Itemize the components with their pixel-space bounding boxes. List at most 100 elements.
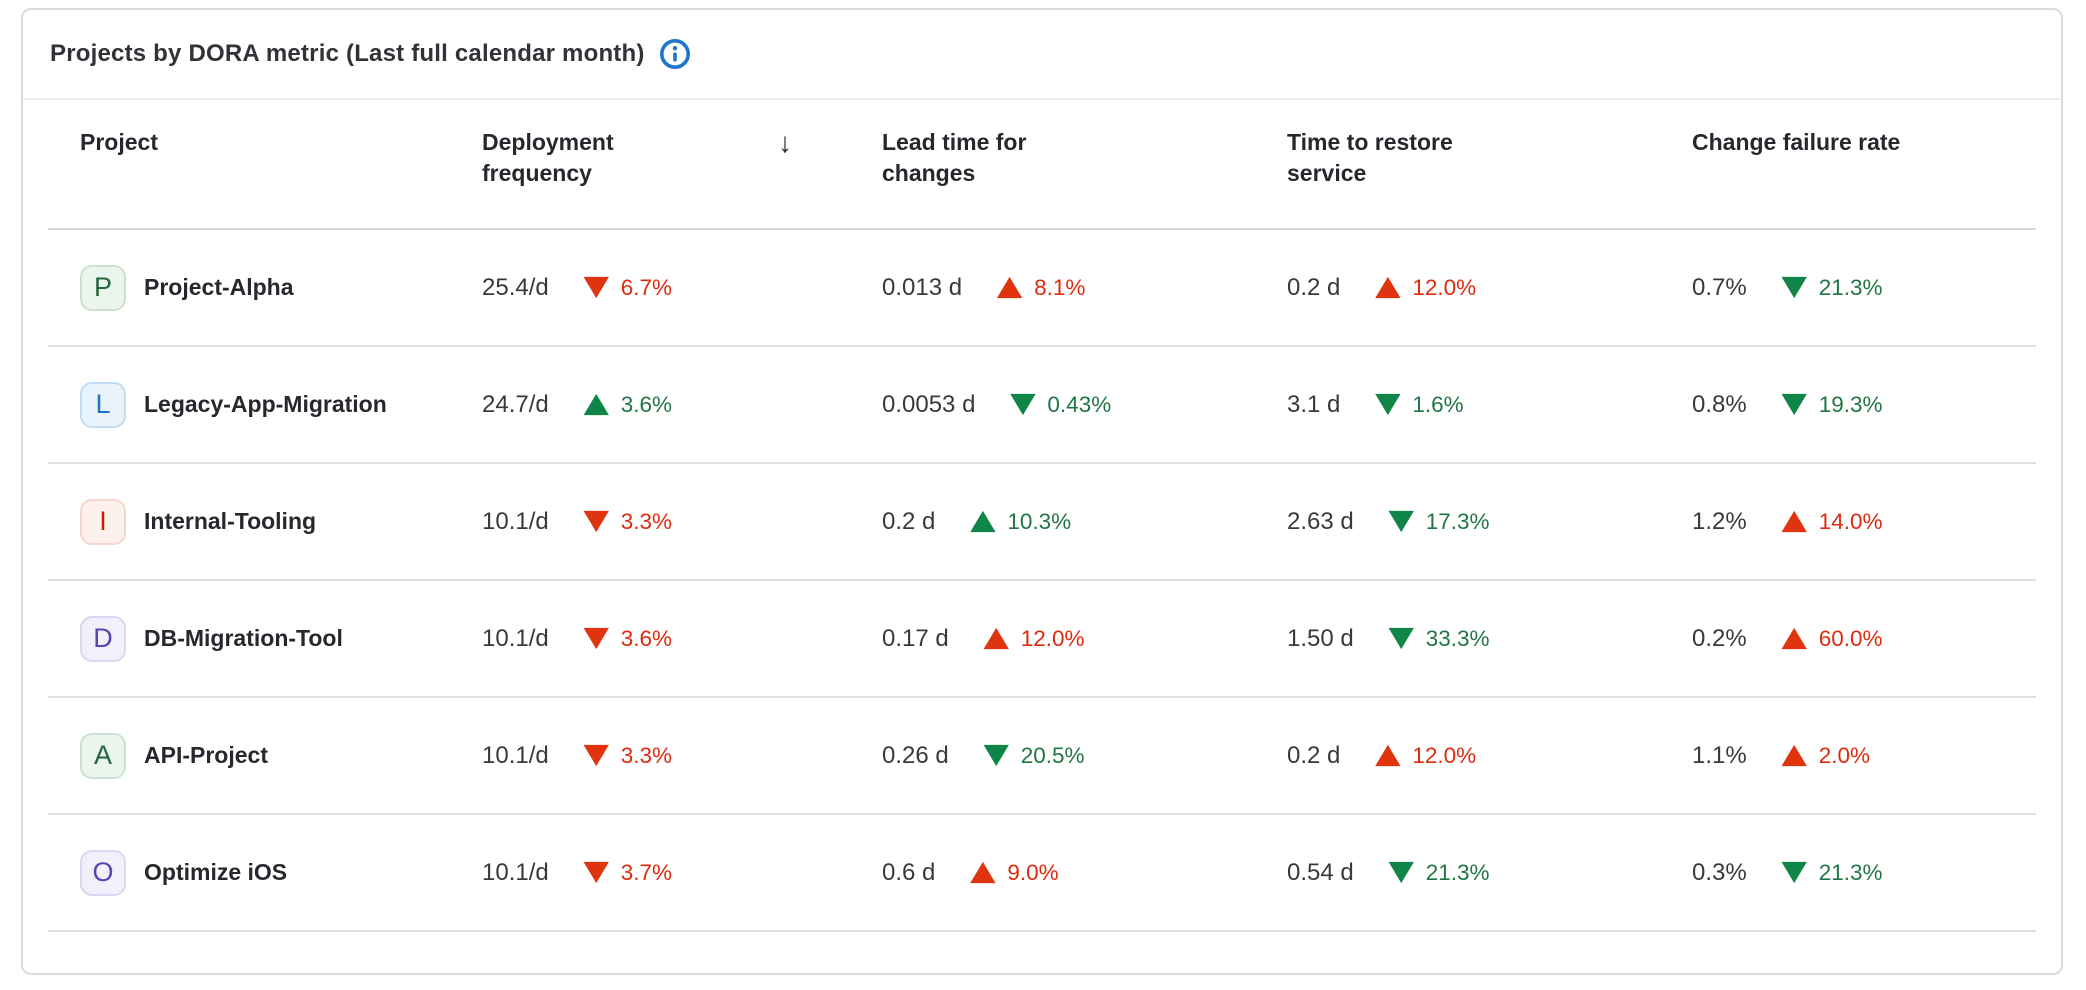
time-to-restore-cell: 2.63 d 17.3% xyxy=(1255,508,1660,536)
project-avatar[interactable]: L xyxy=(80,381,126,428)
trend-percent: 8.1% xyxy=(1034,274,1086,300)
column-header-label: Project xyxy=(80,129,158,155)
trend-down-icon xyxy=(583,276,609,299)
trend-indicator: 33.3% xyxy=(1388,626,1490,652)
lead-time-cell: 0.26 d 20.5% xyxy=(850,742,1255,770)
trend-percent: 3.6% xyxy=(620,625,673,651)
metric-value: 10.1/d xyxy=(482,858,549,886)
trend-percent: 12.0% xyxy=(1020,625,1085,651)
trend-percent: 0.43% xyxy=(1047,391,1112,417)
trend-up-icon xyxy=(1781,510,1807,533)
column-header-lead-time[interactable]: Lead time for changes xyxy=(850,127,1255,189)
column-header-project[interactable]: Project xyxy=(48,127,450,158)
metric-value: 0.2 d xyxy=(1287,273,1341,301)
trend-indicator: 20.5% xyxy=(983,743,1085,769)
trend-indicator: 3.3% xyxy=(583,509,672,535)
metric-value: 2.63 d xyxy=(1287,507,1354,535)
trend-percent: 9.0% xyxy=(1007,859,1059,885)
project-avatar[interactable]: A xyxy=(80,732,126,779)
metric-value: 10.1/d xyxy=(482,624,549,652)
metric-value: 0.2% xyxy=(1692,624,1747,652)
trend-percent: 21.3% xyxy=(1818,274,1883,300)
project-name-link[interactable]: Legacy-App-Migration xyxy=(144,391,387,417)
project-name-link[interactable]: API-Project xyxy=(144,742,268,768)
project-cell: O Optimize iOS xyxy=(48,849,450,896)
trend-percent: 14.0% xyxy=(1818,508,1883,534)
metric-value: 25.4/d xyxy=(482,273,549,301)
trend-up-icon xyxy=(996,276,1023,299)
change-failure-rate-cell: 1.2% 14.0% xyxy=(1660,508,2036,536)
trend-up-icon xyxy=(1781,627,1807,650)
project-cell: P Project-Alpha xyxy=(48,264,450,311)
trend-up-icon xyxy=(583,393,609,416)
lead-time-cell: 0.2 d 10.3% xyxy=(850,508,1255,536)
metric-value: 10.1/d xyxy=(482,741,549,769)
table-row: L Legacy-App-Migration 24.7/d 3.6% 0.005… xyxy=(48,347,2036,464)
metric-value: 0.26 d xyxy=(882,741,949,769)
trend-percent: 6.7% xyxy=(620,274,673,300)
project-avatar[interactable]: P xyxy=(80,264,126,311)
trend-indicator: 9.0% xyxy=(969,859,1059,886)
panel-footer-spacer xyxy=(48,932,2036,968)
trend-indicator: 3.6% xyxy=(583,392,672,418)
trend-percent: 3.7% xyxy=(620,859,673,885)
project-name-link[interactable]: Internal-Tooling xyxy=(144,508,317,534)
trend-down-icon xyxy=(983,744,1009,767)
metric-value: 0.2 d xyxy=(882,507,936,535)
metric-value: 0.6 d xyxy=(882,858,936,886)
dora-metrics-table: Project Deployment frequency ↓ Lead time… xyxy=(48,100,2036,968)
trend-percent: 17.3% xyxy=(1425,508,1490,534)
change-failure-rate-cell: 0.2% 60.0% xyxy=(1660,625,2036,653)
trend-up-icon xyxy=(1781,744,1807,767)
deployment-frequency-cell: 25.4/d 6.7% xyxy=(450,274,850,302)
project-avatar[interactable]: D xyxy=(80,615,126,662)
column-header-time-to-restore[interactable]: Time to restore service xyxy=(1255,127,1660,189)
project-cell: I Internal-Tooling xyxy=(48,498,450,545)
trend-percent: 33.3% xyxy=(1425,625,1490,651)
deployment-frequency-cell: 10.1/d 3.3% xyxy=(450,508,850,536)
trend-up-icon xyxy=(970,861,996,884)
trend-indicator: 14.0% xyxy=(1781,509,1883,535)
trend-indicator: 0.43% xyxy=(1009,392,1111,418)
column-header-change-failure-rate[interactable]: Change failure rate xyxy=(1660,127,2036,158)
trend-indicator: 19.3% xyxy=(1781,392,1883,418)
table-row: O Optimize iOS 10.1/d 3.7% 0.6 d 9.0% 0.… xyxy=(48,815,2036,932)
trend-indicator: 17.3% xyxy=(1388,509,1490,535)
deployment-frequency-cell: 10.1/d 3.7% xyxy=(450,859,850,887)
deployment-frequency-cell: 10.1/d 3.3% xyxy=(450,742,850,770)
trend-indicator: 12.0% xyxy=(1374,275,1476,301)
column-header-deployment-frequency[interactable]: Deployment frequency ↓ xyxy=(450,127,850,189)
trend-indicator: 8.1% xyxy=(996,275,1085,301)
metric-value: 0.0053 d xyxy=(882,390,976,418)
trend-down-icon xyxy=(1388,861,1414,884)
sort-descending-arrow-down-icon[interactable]: ↓ xyxy=(778,127,792,158)
trend-percent: 21.3% xyxy=(1425,859,1490,885)
trend-percent: 10.3% xyxy=(1007,508,1072,534)
project-name-link[interactable]: Optimize iOS xyxy=(144,859,288,885)
trend-indicator: 3.6% xyxy=(583,626,672,652)
trend-down-icon xyxy=(1388,510,1414,533)
project-avatar[interactable]: I xyxy=(80,498,126,545)
change-failure-rate-cell: 1.1% 2.0% xyxy=(1660,742,2036,770)
trend-up-icon xyxy=(1375,744,1401,767)
project-name-link[interactable]: DB-Migration-Tool xyxy=(144,625,343,651)
time-to-restore-cell: 3.1 d 1.6% xyxy=(1255,391,1660,419)
trend-percent: 21.3% xyxy=(1818,859,1883,885)
change-failure-rate-cell: 0.8% 19.3% xyxy=(1660,391,2036,419)
project-avatar[interactable]: O xyxy=(80,849,126,896)
column-header-label: Change failure rate xyxy=(1692,129,1901,155)
info-icon[interactable] xyxy=(659,38,691,70)
trend-indicator: 60.0% xyxy=(1781,626,1883,652)
trend-up-icon xyxy=(983,627,1009,650)
trend-down-icon xyxy=(583,861,609,884)
project-name-link[interactable]: Project-Alpha xyxy=(144,274,294,300)
lead-time-cell: 0.0053 d 0.43% xyxy=(850,391,1255,419)
trend-down-icon xyxy=(1781,276,1807,299)
trend-percent: 19.3% xyxy=(1818,391,1883,417)
trend-indicator: 2.0% xyxy=(1781,743,1870,769)
trend-down-icon xyxy=(583,744,609,767)
trend-percent: 20.5% xyxy=(1020,742,1085,768)
metric-value: 0.8% xyxy=(1692,390,1747,418)
change-failure-rate-cell: 0.7% 21.3% xyxy=(1660,274,2036,302)
table-row: A API-Project 10.1/d 3.3% 0.26 d 20.5% 0… xyxy=(48,698,2036,815)
